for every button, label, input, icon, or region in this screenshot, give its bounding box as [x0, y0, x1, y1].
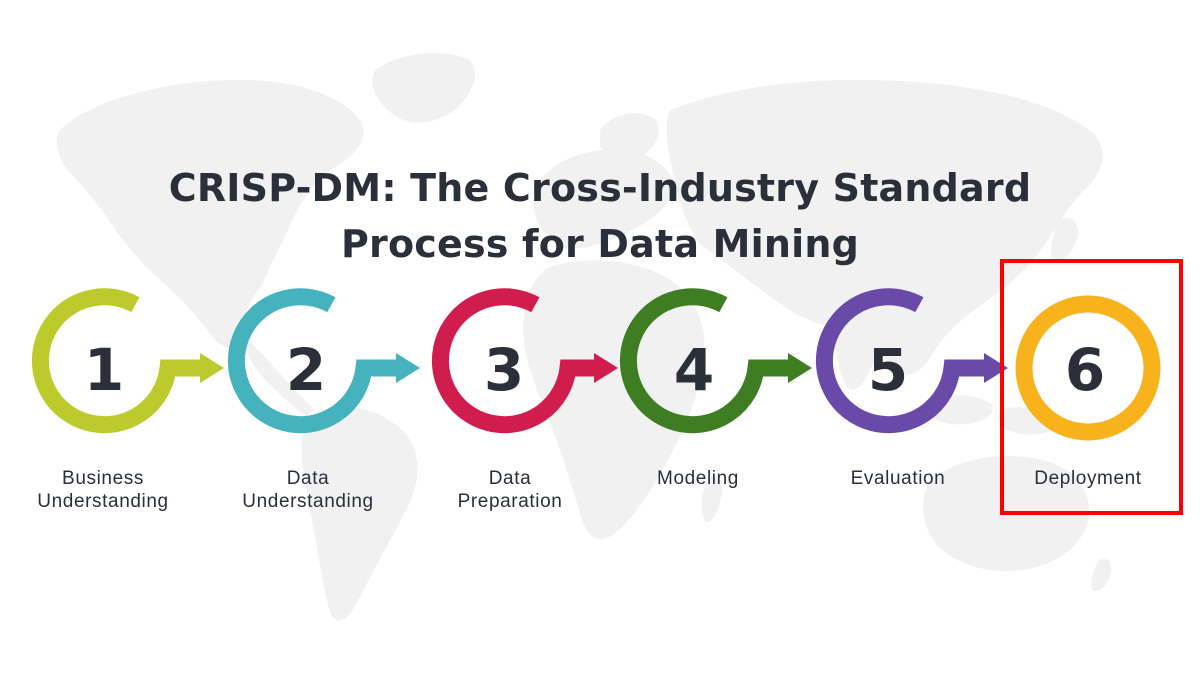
- step-6-full-circle-icon: [1015, 295, 1161, 441]
- step-1-label-line-2: Understanding: [37, 491, 169, 512]
- step-6: 6: [1015, 295, 1161, 441]
- step-1-circular-arrow-icon: [31, 288, 202, 434]
- step-4-label: Modeling: [603, 467, 793, 490]
- step-5-circular-arrow-icon: [815, 288, 986, 434]
- step-5: 5: [815, 288, 1008, 434]
- step-4-number: 4: [674, 336, 714, 404]
- step-1: 1: [31, 288, 224, 434]
- step-3-arrowhead-icon: [594, 353, 618, 383]
- step-2-label-line-1: Data: [286, 468, 330, 489]
- step-2-arrowhead-icon: [396, 353, 420, 383]
- step-3: 3: [431, 288, 618, 434]
- step-1-number: 1: [84, 336, 124, 404]
- step-1-label: Business Understanding: [8, 467, 198, 513]
- title-line-2: Process for Data Mining: [340, 222, 860, 266]
- step-5-label-line-1: Evaluation: [850, 468, 946, 489]
- step-3-circular-arrow-icon: [431, 288, 596, 434]
- step-4-label-line-1: Modeling: [657, 468, 739, 489]
- step-6-label: Deployment: [993, 467, 1183, 490]
- step-5-arrowhead-icon: [984, 353, 1008, 383]
- step-2: 2: [227, 288, 420, 434]
- step-2-number: 2: [286, 336, 326, 404]
- step-3-number: 3: [484, 336, 524, 404]
- step-2-label: Data Understanding: [213, 467, 403, 513]
- step-2-circular-arrow-icon: [227, 288, 398, 434]
- step-2-label-line-2: Understanding: [242, 491, 374, 512]
- step-1-arrowhead-icon: [200, 353, 224, 383]
- title-line-1: CRISP-DM: The Cross-Industry Standard: [168, 166, 1032, 210]
- step-4: 4: [619, 288, 812, 434]
- page-title: CRISP-DM: The Cross-Industry Standard Pr…: [100, 160, 1100, 272]
- step-3-label-line-1: Data: [488, 468, 532, 489]
- step-3-label-line-2: Preparation: [457, 491, 563, 512]
- step-3-label: Data Preparation: [415, 467, 605, 513]
- step-4-circular-arrow-icon: [619, 288, 790, 434]
- step-4-arrowhead-icon: [788, 353, 812, 383]
- step-5-number: 5: [868, 336, 908, 404]
- highlight-box: [1000, 259, 1183, 515]
- step-5-label: Evaluation: [803, 467, 993, 490]
- step-6-number: 6: [1065, 336, 1105, 404]
- step-6-label-line-1: Deployment: [1034, 468, 1142, 489]
- step-1-label-line-1: Business: [62, 468, 144, 489]
